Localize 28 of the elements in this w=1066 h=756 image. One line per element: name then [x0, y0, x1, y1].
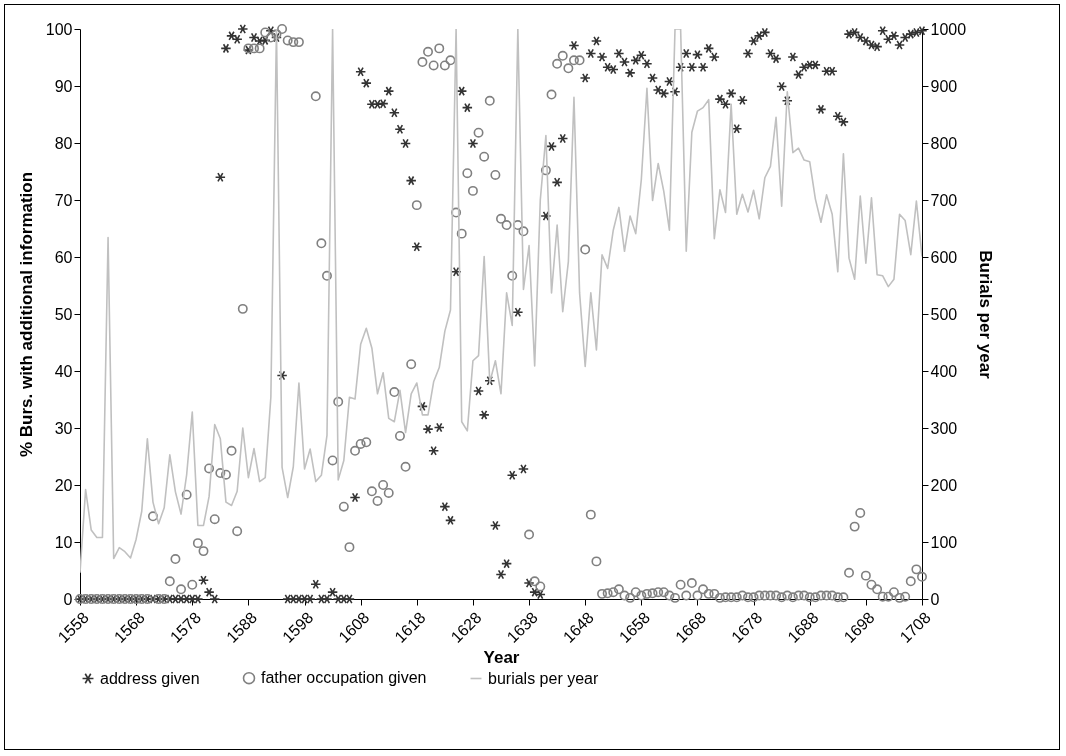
legend-label: father occupation given — [261, 669, 427, 687]
y-tick-label: 60 — [54, 248, 73, 266]
y-axis-title: % Burs. with additional information — [16, 171, 36, 458]
y2-tick-label: 300 — [930, 419, 958, 437]
y-tick-label: 40 — [54, 362, 73, 380]
y2-tick-label: 600 — [930, 248, 958, 266]
y2-tick-label: 100 — [930, 533, 958, 551]
x-axis-title: Year — [483, 647, 520, 667]
y-tick-label: 30 — [54, 419, 73, 437]
y-tick-label: 70 — [54, 191, 73, 209]
legend-label: address given — [100, 669, 200, 687]
y2-axis-title: Burials per year — [976, 250, 996, 380]
y-tick-label: 0 — [63, 590, 73, 608]
y-tick-label: 90 — [54, 77, 73, 95]
y2-tick-label: 0 — [930, 590, 940, 608]
y2-tick-label: 400 — [930, 362, 958, 380]
y2-tick-label: 500 — [930, 305, 958, 323]
y-tick-label: 10 — [54, 533, 73, 551]
y2-tick-label: 200 — [930, 476, 958, 494]
y-tick-label: 50 — [54, 305, 73, 323]
y2-tick-label: 900 — [930, 77, 958, 95]
y2-tick-label: 1000 — [930, 20, 967, 38]
y2-tick-label: 700 — [930, 191, 958, 209]
y-tick-label: 100 — [45, 20, 73, 38]
y2-tick-label: 800 — [930, 134, 958, 152]
y-tick-label: 20 — [54, 476, 73, 494]
y-tick-label: 80 — [54, 134, 73, 152]
legend-label: burials per year — [488, 669, 599, 687]
